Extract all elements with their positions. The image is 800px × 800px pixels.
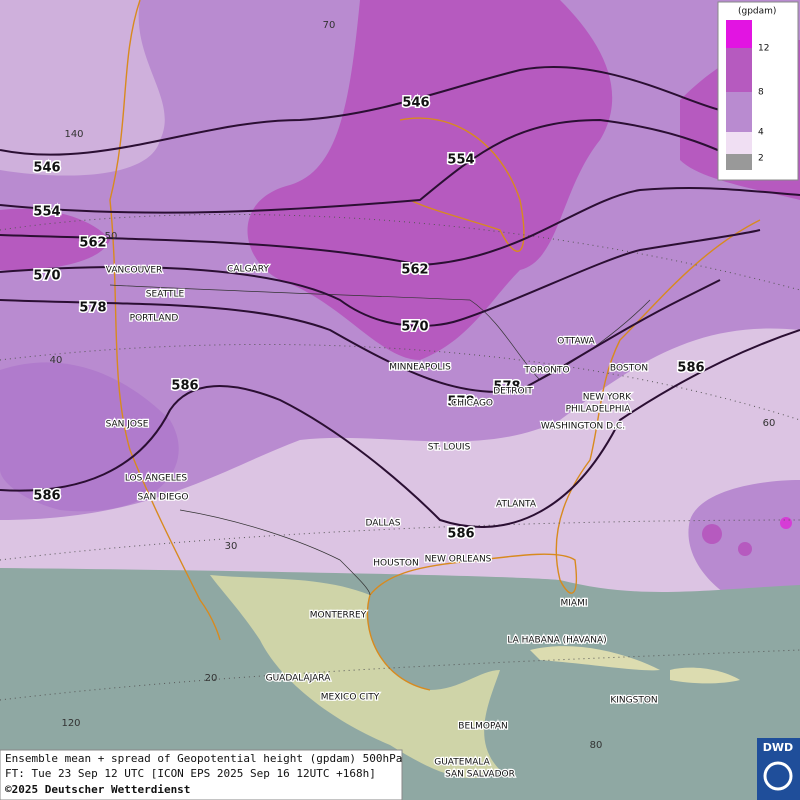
contour-label: 562 [79, 236, 106, 251]
graticule-label: 70 [323, 20, 336, 31]
border [179, 509, 371, 596]
city-label: CHICAGO [451, 399, 493, 409]
contour-label: 546 [33, 161, 60, 176]
legend-swatch [726, 48, 752, 92]
contour-label: 586 [677, 361, 704, 376]
graticule-label: 30 [225, 541, 238, 552]
graticule-label: 60 [763, 418, 776, 429]
city-label: DALLAS [365, 519, 400, 529]
spread-field-low [0, 0, 165, 176]
city-label: BOSTON [610, 364, 648, 374]
city-label: NEW ORLEANS [425, 555, 492, 565]
city-label: NEW YORK [583, 393, 633, 403]
contour-label: 554 [447, 153, 474, 168]
city-label: PHILADELPHIA [566, 405, 632, 415]
contour-label: 546 [402, 96, 429, 111]
legend-title: (gpdam) [738, 7, 776, 17]
contour-label: 578 [447, 395, 474, 410]
graticule-label: 80 [590, 740, 603, 751]
city-label: CALGARY [227, 265, 269, 275]
contour-label: 586 [447, 527, 474, 542]
contour-label: 578 [493, 380, 520, 395]
city-label: GUADALAJARA [266, 674, 332, 684]
city-label: MIAMI [561, 599, 588, 609]
contour-line [0, 186, 800, 267]
logo-swirl [763, 761, 793, 791]
contour-label: 562 [401, 263, 428, 278]
contour-line [0, 65, 721, 156]
graticule [0, 343, 800, 421]
city-label: ST. LOUIS [428, 443, 471, 453]
spread-field-high [0, 208, 110, 271]
contour-label: 586 [171, 379, 198, 394]
graticule-label: 20 [205, 673, 218, 684]
city-label: SAN DIEGO [138, 493, 189, 503]
city-label: PORTLAND [130, 314, 179, 324]
city-label: VANCOUVER [106, 266, 163, 276]
city-label: SAN SALVADOR [445, 770, 515, 780]
graticule-label: 140 [64, 129, 83, 140]
city-label: MONTERREY [310, 611, 367, 621]
coastline [366, 219, 761, 691]
legend-swatch [726, 132, 752, 154]
graticule-label: 120 [61, 718, 80, 729]
city-label: GUATEMALA [434, 758, 490, 768]
city-label: LA HABANA (HAVANA) [507, 636, 606, 646]
city-label: ATLANTA [496, 500, 537, 510]
city-label: OTTAWA [557, 337, 595, 347]
city-label: SAN JOSE [106, 420, 149, 430]
city-label: WASHINGTON D.C. [541, 422, 625, 432]
city-label: KINGSTON [610, 696, 657, 706]
city-label: MEXICO CITY [321, 693, 380, 703]
contour-label: 578 [79, 301, 106, 316]
graticule-label: 50 [105, 231, 118, 242]
city-label: SEATTLE [146, 290, 185, 300]
spread-field-mid [0, 362, 179, 512]
land-hispaniola [670, 667, 740, 684]
caption-box [0, 749, 403, 800]
spread-field-max [780, 517, 792, 529]
city-label: HOUSTON [373, 559, 418, 569]
contour-label: 586 [33, 489, 60, 504]
caption-line: ©2025 Deutscher Wetterdienst [5, 783, 190, 796]
legend-tick-label: 2 [758, 154, 764, 164]
legend-tick-label: 8 [758, 88, 764, 98]
legend-swatch [726, 20, 752, 48]
contour-label: 570 [33, 269, 60, 284]
graticule [0, 519, 800, 561]
coastline [109, 0, 221, 641]
contour-line [0, 229, 761, 327]
city-label: TORONTO [523, 366, 569, 376]
contour-line [0, 118, 761, 214]
spread-field-high [247, 0, 613, 360]
logo-text: DWD [763, 741, 793, 754]
city-label: BELMOPAN [458, 722, 507, 732]
legend-tick-label: 12 [758, 44, 769, 54]
land-cuba [530, 646, 660, 671]
caption-line: Ensemble mean + spread of Geopotential h… [5, 752, 402, 765]
spread-field-high [738, 542, 752, 556]
spread-field-high [702, 524, 722, 544]
contour-line [0, 329, 800, 528]
caption-line: FT: Tue 23 Sep 12 UTC [ICON EPS 2025 Sep… [5, 767, 376, 780]
city-label: LOS ANGELES [125, 474, 188, 484]
contour-label: 554 [33, 205, 60, 220]
graticule-label: 40 [50, 355, 63, 366]
coastline [399, 117, 525, 252]
legend-tick-label: 4 [758, 128, 764, 138]
contour-line [0, 279, 721, 393]
land-mexico [210, 575, 500, 779]
legend-swatch [726, 92, 752, 132]
city-label: MINNEAPOLIS [389, 363, 451, 373]
contour-label: 570 [401, 320, 428, 335]
legend-swatch [726, 154, 752, 170]
city-label: DETROIT [493, 387, 533, 397]
